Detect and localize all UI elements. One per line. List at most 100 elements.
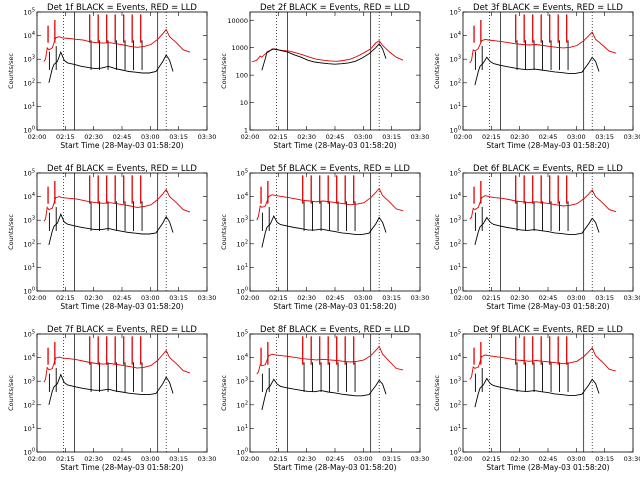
x-tick-label: 02:30: [297, 133, 316, 141]
y-axis-label: Counts/sec: [433, 53, 441, 89]
x-tick-label: 03:00: [141, 455, 160, 463]
x-tick-label: 02:45: [113, 455, 132, 463]
x-axis-label: Start Time (28-May-03 01:58:20): [60, 302, 183, 311]
x-tick-label: 02:15: [482, 455, 501, 463]
y-tick-label: 100: [450, 287, 461, 296]
x-axis-label: Start Time (28-May-03 01:58:20): [60, 141, 183, 150]
x-tick-label: 02:15: [269, 455, 288, 463]
series-events-line: [474, 56, 600, 86]
x-tick-label: 03:15: [595, 455, 614, 463]
y-tick-label: 105: [24, 169, 35, 178]
x-axis-label: Start Time (28-May-03 01:58:20): [60, 463, 183, 472]
chart-title: Det 5f BLACK = Events, RED = LLD: [260, 164, 410, 174]
y-tick-label: 104: [24, 192, 35, 201]
y-tick-label: 101: [450, 263, 461, 272]
y-tick-label: 100: [450, 126, 461, 135]
x-tick-label: 03:30: [198, 133, 217, 141]
x-tick-label: 02:15: [269, 294, 288, 302]
x-axis-label: Start Time (28-May-03 01:58:20): [273, 141, 396, 150]
chart-title: Det 4f BLACK = Events, RED = LLD: [47, 164, 197, 174]
y-tick-label: 104: [237, 192, 248, 201]
x-tick-label: 03:30: [198, 455, 217, 463]
chart-panel-3: Det 3f BLACK = Events, RED = LLD Counts/s…: [433, 3, 640, 150]
y-tick-label: 104: [450, 192, 461, 201]
x-tick-label: 03:30: [411, 133, 430, 141]
x-tick-label: 03:30: [624, 455, 640, 463]
series-events-line: [474, 216, 600, 246]
x-tick-label: 03:00: [354, 133, 373, 141]
x-tick-label: 02:30: [297, 455, 316, 463]
x-tick-label: 02:00: [28, 455, 47, 463]
y-tick-label: 101: [237, 263, 248, 272]
y-axis-label: Counts/sec: [7, 53, 15, 89]
x-tick-label: 02:45: [113, 294, 132, 302]
y-tick-label: 100: [24, 287, 35, 296]
x-tick-label: 02:30: [510, 294, 529, 302]
y-axis-label: Counts/sec: [7, 375, 15, 411]
x-tick-label: 02:45: [539, 133, 558, 141]
chart-title: Det 9f BLACK = Events, RED = LLD: [473, 325, 623, 335]
x-tick-label: 02:30: [84, 294, 103, 302]
y-tick-label: 10: [240, 99, 248, 107]
x-tick-label: 02:00: [454, 133, 473, 141]
x-tick-label: 03:30: [624, 133, 640, 141]
y-tick-label: 105: [450, 330, 461, 339]
y-tick-label: 100: [237, 448, 248, 457]
x-tick-label: 03:15: [169, 455, 188, 463]
y-tick-label: 103: [237, 377, 248, 386]
chart-title: Det 2f BLACK = Events, RED = LLD: [260, 3, 410, 13]
series-lld-line: [256, 345, 404, 375]
y-tick-label: 105: [24, 8, 35, 17]
x-tick-label: 03:30: [198, 294, 217, 302]
series-events-line: [261, 214, 387, 248]
x-tick-label: 03:00: [354, 294, 373, 302]
x-tick-label: 03:15: [382, 133, 401, 141]
y-tick-label: 101: [24, 424, 35, 433]
y-tick-label: 100: [24, 448, 35, 457]
series-lld-line: [256, 187, 404, 221]
series-events-line: [48, 213, 174, 246]
y-axis-label: Counts/sec: [433, 375, 441, 411]
series-events-line: [261, 42, 387, 71]
y-axis-label: Counts/sec: [433, 214, 441, 250]
y-tick-label: 105: [24, 330, 35, 339]
x-tick-label: 02:45: [326, 133, 345, 141]
series-events-line: [474, 377, 600, 408]
x-tick-label: 02:15: [56, 133, 75, 141]
chart-title: Det 3f BLACK = Events, RED = LLD: [473, 3, 623, 13]
x-tick-label: 03:00: [567, 294, 586, 302]
y-tick-label: 102: [237, 239, 248, 248]
series-lld-line: [469, 31, 617, 64]
x-tick-label: 03:00: [141, 294, 160, 302]
x-tick-label: 03:15: [169, 133, 188, 141]
y-tick-label: 101: [450, 424, 461, 433]
y-tick-label: 102: [24, 78, 35, 87]
series-lld-line: [43, 349, 191, 383]
x-tick-label: 03:30: [411, 294, 430, 302]
series-lld-line: [469, 189, 617, 220]
y-tick-label: 100: [236, 72, 248, 80]
x-tick-label: 03:15: [595, 294, 614, 302]
x-tick-label: 02:45: [539, 455, 558, 463]
x-tick-label: 02:30: [510, 133, 529, 141]
x-tick-label: 02:15: [482, 294, 501, 302]
chart-title: Det 8f BLACK = Events, RED = LLD: [260, 325, 410, 335]
y-tick-label: 101: [237, 424, 248, 433]
x-tick-label: 03:15: [595, 133, 614, 141]
y-tick-label: 104: [450, 353, 461, 362]
x-tick-label: 02:15: [482, 133, 501, 141]
series-lld-line: [43, 188, 191, 222]
y-axis-label: Counts/sec: [220, 375, 228, 411]
chart-panel-6: Det 6f BLACK = Events, RED = LLD Counts/s…: [433, 164, 640, 311]
y-axis-label: Counts/sec: [220, 53, 228, 89]
x-tick-label: 02:30: [84, 133, 103, 141]
x-tick-label: 02:30: [84, 455, 103, 463]
chart-title: Det 1f BLACK = Events, RED = LLD: [47, 3, 197, 13]
y-tick-label: 102: [450, 239, 461, 248]
y-tick-label: 100: [24, 126, 35, 135]
series-lld-line: [469, 346, 617, 380]
y-tick-label: 105: [237, 330, 248, 339]
x-tick-label: 02:00: [454, 294, 473, 302]
